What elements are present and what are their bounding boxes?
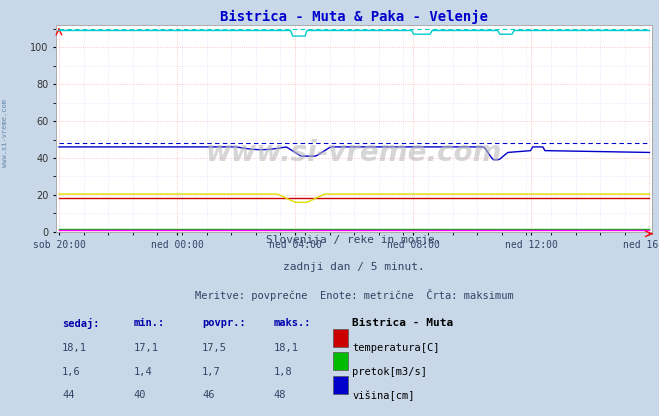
Text: www.si-vreme.com: www.si-vreme.com [2, 99, 9, 167]
Text: Slovenija / reke in morje.: Slovenija / reke in morje. [266, 235, 442, 245]
Text: 18,1: 18,1 [273, 344, 299, 354]
Text: 1,6: 1,6 [62, 367, 81, 377]
Text: maks.:: maks.: [273, 318, 311, 328]
Text: min.:: min.: [134, 318, 165, 328]
FancyBboxPatch shape [333, 352, 348, 371]
Title: Bistrica - Muta & Paka - Velenje: Bistrica - Muta & Paka - Velenje [220, 10, 488, 24]
Text: pretok[m3/s]: pretok[m3/s] [353, 367, 428, 377]
Text: 1,4: 1,4 [134, 367, 152, 377]
Text: Bistrica - Muta: Bistrica - Muta [353, 318, 453, 328]
Text: 46: 46 [202, 390, 215, 400]
Text: 48: 48 [273, 390, 286, 400]
Text: 18,1: 18,1 [62, 344, 87, 354]
Text: 1,7: 1,7 [202, 367, 221, 377]
Text: 1,8: 1,8 [273, 367, 293, 377]
Text: www.si-vreme.com: www.si-vreme.com [206, 139, 502, 167]
Text: zadnji dan / 5 minut.: zadnji dan / 5 minut. [283, 262, 425, 272]
Text: povpr.:: povpr.: [202, 318, 246, 328]
Text: 17,1: 17,1 [134, 344, 159, 354]
Text: sedaj:: sedaj: [62, 318, 100, 329]
Text: 40: 40 [134, 390, 146, 400]
FancyBboxPatch shape [333, 329, 348, 347]
Text: temperatura[C]: temperatura[C] [353, 344, 440, 354]
FancyBboxPatch shape [333, 376, 348, 394]
Text: 17,5: 17,5 [202, 344, 227, 354]
Text: Meritve: povprečne  Enote: metrične  Črta: maksimum: Meritve: povprečne Enote: metrične Črta:… [195, 290, 513, 302]
Text: višina[cm]: višina[cm] [353, 390, 415, 401]
Text: 44: 44 [62, 390, 74, 400]
